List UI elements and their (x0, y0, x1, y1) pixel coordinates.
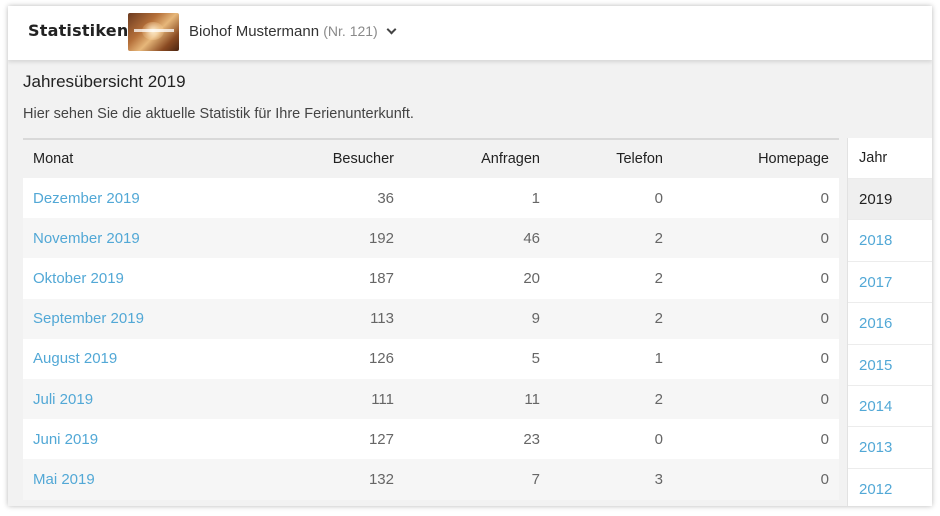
year-item-2019[interactable]: 2019 (848, 178, 932, 220)
statistics-table: Monat Besucher Anfragen Telefon Homepage… (23, 140, 839, 500)
month-cell: November 2019 (23, 218, 243, 259)
requests-cell: 46 (404, 218, 550, 259)
year-item-2018[interactable]: 2018 (848, 219, 932, 260)
app-window: Statistiken Biohof Mustermann (Nr. 121) … (8, 6, 932, 506)
month-link[interactable]: Juli 2019 (33, 390, 94, 408)
table-header-row: Monat Besucher Anfragen Telefon Homepage (23, 140, 839, 178)
visitors-cell: 111 (243, 378, 404, 420)
month-link[interactable]: September 2019 (33, 310, 144, 328)
table-row: Oktober 2019 187 20 2 0 (23, 258, 839, 299)
month-link[interactable]: August 2019 (33, 350, 118, 368)
visitors-cell: 192 (243, 218, 404, 259)
month-cell: Mai 2019 (23, 459, 243, 500)
month-cell: Juli 2019 (23, 378, 243, 420)
column-header-requests: Anfragen (404, 140, 550, 178)
homepage-cell: 0 (673, 298, 839, 339)
farm-number: (Nr. 121) (323, 23, 378, 39)
homepage-cell: 0 (673, 258, 839, 299)
table-row: Juli 2019 111 11 2 0 (23, 378, 839, 420)
statistics-table-container: Monat Besucher Anfragen Telefon Homepage… (23, 138, 839, 506)
column-header-month: Monat (23, 140, 243, 178)
homepage-cell: 0 (673, 218, 839, 259)
table-row: Mai 2019 132 7 3 0 (23, 459, 839, 500)
visitors-cell: 36 (243, 178, 404, 219)
visitors-cell: 127 (243, 419, 404, 460)
table-row: Juni 2019 127 23 0 0 (23, 419, 839, 460)
table-row: September 2019 113 9 2 0 (23, 298, 839, 339)
month-cell: Dezember 2019 (23, 178, 243, 219)
homepage-cell: 0 (673, 378, 839, 420)
year-item-2012[interactable]: 2012 (848, 467, 932, 506)
phone-cell: 2 (550, 378, 673, 420)
month-link[interactable]: Mai 2019 (33, 470, 95, 488)
requests-cell: 20 (404, 258, 550, 299)
column-header-homepage: Homepage (673, 140, 839, 178)
year-item-2014[interactable]: 2014 (848, 384, 932, 426)
requests-cell: 11 (404, 378, 550, 420)
top-bar: Statistiken Biohof Mustermann (Nr. 121) (8, 6, 932, 60)
phone-cell: 2 (550, 298, 673, 339)
month-cell: August 2019 (23, 338, 243, 379)
phone-cell: 3 (550, 459, 673, 500)
column-header-phone: Telefon (550, 140, 673, 178)
phone-cell: 2 (550, 258, 673, 299)
requests-cell: 7 (404, 459, 550, 500)
visitors-cell: 126 (243, 338, 404, 379)
table-row: Dezember 2019 36 1 0 0 (23, 178, 839, 219)
requests-cell: 1 (404, 178, 550, 219)
month-cell: Oktober 2019 (23, 258, 243, 299)
year-panel-heading: Jahr (848, 138, 932, 178)
farm-selector[interactable]: Biohof Mustermann (Nr. 121) (189, 23, 397, 40)
homepage-cell: 0 (673, 459, 839, 500)
month-cell: Juni 2019 (23, 419, 243, 460)
thumbnail-label (134, 29, 174, 32)
visitors-cell: 132 (243, 459, 404, 500)
chevron-down-icon (386, 24, 397, 35)
year-item-2015[interactable]: 2015 (848, 343, 932, 385)
phone-cell: 0 (550, 419, 673, 460)
table-row: November 2019 192 46 2 0 (23, 218, 839, 259)
phone-cell: 2 (550, 218, 673, 259)
month-link[interactable]: Juni 2019 (33, 430, 99, 448)
visitors-cell: 187 (243, 258, 404, 299)
farm-thumbnail[interactable] (128, 13, 179, 51)
year-item-2017[interactable]: 2017 (848, 260, 932, 302)
farm-name: Biohof Mustermann (189, 23, 320, 40)
homepage-cell: 0 (673, 419, 839, 460)
year-item-2016[interactable]: 2016 (848, 302, 932, 343)
homepage-cell: 0 (673, 178, 839, 219)
month-cell: September 2019 (23, 298, 243, 339)
column-header-visitors: Besucher (243, 140, 404, 178)
requests-cell: 23 (404, 419, 550, 460)
table-row: August 2019 126 5 1 0 (23, 338, 839, 379)
phone-cell: 1 (550, 338, 673, 379)
month-link[interactable]: November 2019 (33, 229, 140, 247)
year-item-2013[interactable]: 2013 (848, 426, 932, 467)
requests-cell: 9 (404, 298, 550, 339)
year-selector-panel: Jahr 2019 2018 2017 2016 2015 2014 2013 … (847, 138, 932, 506)
page-title: Jahresübersicht 2019 (23, 72, 186, 91)
month-link[interactable]: Oktober 2019 (33, 269, 124, 287)
requests-cell: 5 (404, 338, 550, 379)
page-description: Hier sehen Sie die aktuelle Statistik fü… (23, 106, 414, 122)
visitors-cell: 113 (243, 298, 404, 339)
phone-cell: 0 (550, 178, 673, 219)
app-title: Statistiken (28, 21, 129, 40)
homepage-cell: 0 (673, 338, 839, 379)
month-link[interactable]: Dezember 2019 (33, 189, 140, 207)
